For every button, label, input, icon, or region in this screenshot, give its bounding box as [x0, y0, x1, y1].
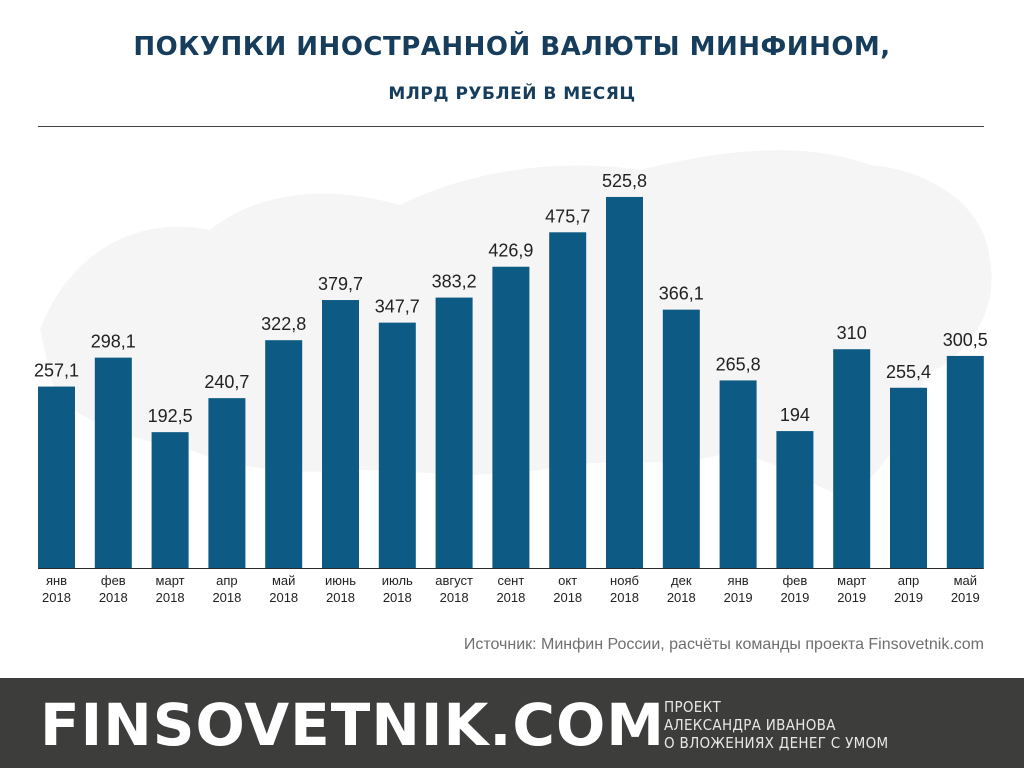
x-tick-label-month: март	[837, 573, 866, 588]
bar	[549, 232, 587, 568]
bar-value-label: 347,7	[375, 297, 420, 317]
x-tick-label-year: 2018	[99, 590, 128, 605]
x-tick-label-year: 2018	[212, 590, 241, 605]
bar-value-label: 192,5	[148, 406, 193, 426]
bar	[38, 386, 75, 568]
source-note: Источник: Минфин России, расчёты команды…	[463, 636, 984, 653]
bar	[662, 309, 700, 568]
bar	[492, 266, 530, 568]
bar	[890, 387, 927, 568]
bar-value-label: 298,1	[91, 332, 136, 352]
bar-value-label: 300,5	[943, 330, 988, 350]
bar-value-label: 525,8	[602, 171, 647, 191]
x-tick-label-month: фев	[101, 573, 126, 588]
chart-subtitle: МЛРД РУБЛЕЙ В МЕСЯЦ	[388, 84, 636, 104]
x-tick-label-year: 2018	[383, 590, 412, 605]
x-tick-label-year: 2019	[951, 590, 980, 605]
x-tick-label-month: июнь	[325, 573, 356, 588]
x-tick-label-month: апр	[898, 573, 920, 588]
bar-value-label: 379,7	[318, 274, 363, 294]
bar-value-label: 322,8	[261, 314, 306, 334]
bar	[606, 196, 643, 569]
bar	[208, 398, 246, 568]
x-tick-label-month: нояб	[610, 573, 639, 588]
bar	[151, 432, 189, 568]
x-tick-label-month: август	[435, 573, 473, 588]
bar	[322, 300, 359, 568]
bar-value-label: 257,1	[34, 361, 79, 381]
bar	[94, 357, 132, 568]
bar-value-label: 366,1	[659, 284, 704, 304]
x-tick-label-year: 2019	[894, 590, 923, 605]
x-tick-label-year: 2019	[780, 590, 809, 605]
x-tick-label-month: окт	[558, 573, 577, 588]
bar	[776, 431, 814, 568]
bar-value-label: 240,7	[204, 372, 249, 392]
bars	[38, 196, 984, 569]
tagline-line: О ВЛОЖЕНИЯХ ДЕНЕГ С УМОМ	[664, 734, 889, 752]
bar	[719, 380, 757, 568]
bar	[265, 340, 303, 568]
footer-banner: FINSOVETNIK.COM ПРОЕКТ АЛЕКСАНДРА ИВАНОВ…	[0, 678, 1024, 768]
bar	[378, 322, 416, 568]
bar-value-label: 265,8	[716, 354, 761, 374]
x-tick-label-month: май	[954, 573, 977, 588]
bar-value-label: 194	[780, 405, 810, 425]
category-labels: янв 2018 фев 2018 март 2018 апр 2018 май 2018 июнь…	[42, 573, 980, 605]
x-tick-label-month: янв	[46, 573, 67, 588]
x-tick-label-month: дек	[671, 573, 692, 588]
chart-title: ПОКУПКИ ИНОСТРАННОЙ ВАЛЮТЫ МИНФИНОМ,	[133, 32, 891, 62]
brand-logo-text[interactable]: FINSOVETNIK.COM	[40, 691, 666, 759]
x-tick-label-month: апр	[216, 573, 238, 588]
x-tick-label-year: 2018	[42, 590, 71, 605]
bar-chart: 257,1 298,1 192,5 240,7 322,8 379,7 347,7 383,2…	[34, 150, 992, 605]
x-tick-label-year: 2018	[326, 590, 355, 605]
x-tick-label-month: сент	[497, 573, 524, 588]
bar-value-label: 426,9	[488, 241, 533, 261]
x-tick-label-month: янв	[728, 573, 749, 588]
x-tick-label-year: 2018	[156, 590, 185, 605]
bar	[833, 349, 871, 568]
bar-value-label: 383,2	[432, 272, 477, 292]
x-tick-label-year: 2018	[269, 590, 298, 605]
x-tick-label-month: май	[272, 573, 295, 588]
x-tick-label-month: июль	[382, 573, 413, 588]
x-tick-label-year: 2019	[837, 590, 866, 605]
x-tick-label-month: фев	[782, 573, 807, 588]
bar-value-label: 255,4	[886, 362, 931, 382]
x-tick-label-year: 2018	[440, 590, 469, 605]
x-tick-label-year: 2018	[610, 590, 639, 605]
tagline-line: АЛЕКСАНДРА ИВАНОВА	[664, 716, 836, 734]
x-tick-label-month: март	[156, 573, 185, 588]
title-divider	[38, 126, 984, 127]
brand-tagline: ПРОЕКТ АЛЕКСАНДРА ИВАНОВА О ВЛОЖЕНИЯХ ДЕ…	[664, 698, 888, 752]
value-labels: 257,1 298,1 192,5 240,7 322,8 379,7 347,7 383,2…	[34, 171, 988, 426]
tagline-line: ПРОЕКТ	[664, 698, 722, 716]
bar-value-label: 310	[837, 323, 867, 343]
bar-value-label: 475,7	[545, 206, 590, 226]
bar	[946, 355, 984, 568]
x-tick-label-year: 2018	[496, 590, 525, 605]
x-tick-label-year: 2019	[724, 590, 753, 605]
x-tick-label-year: 2018	[667, 590, 696, 605]
bar	[435, 297, 473, 568]
x-tick-label-year: 2018	[553, 590, 582, 605]
